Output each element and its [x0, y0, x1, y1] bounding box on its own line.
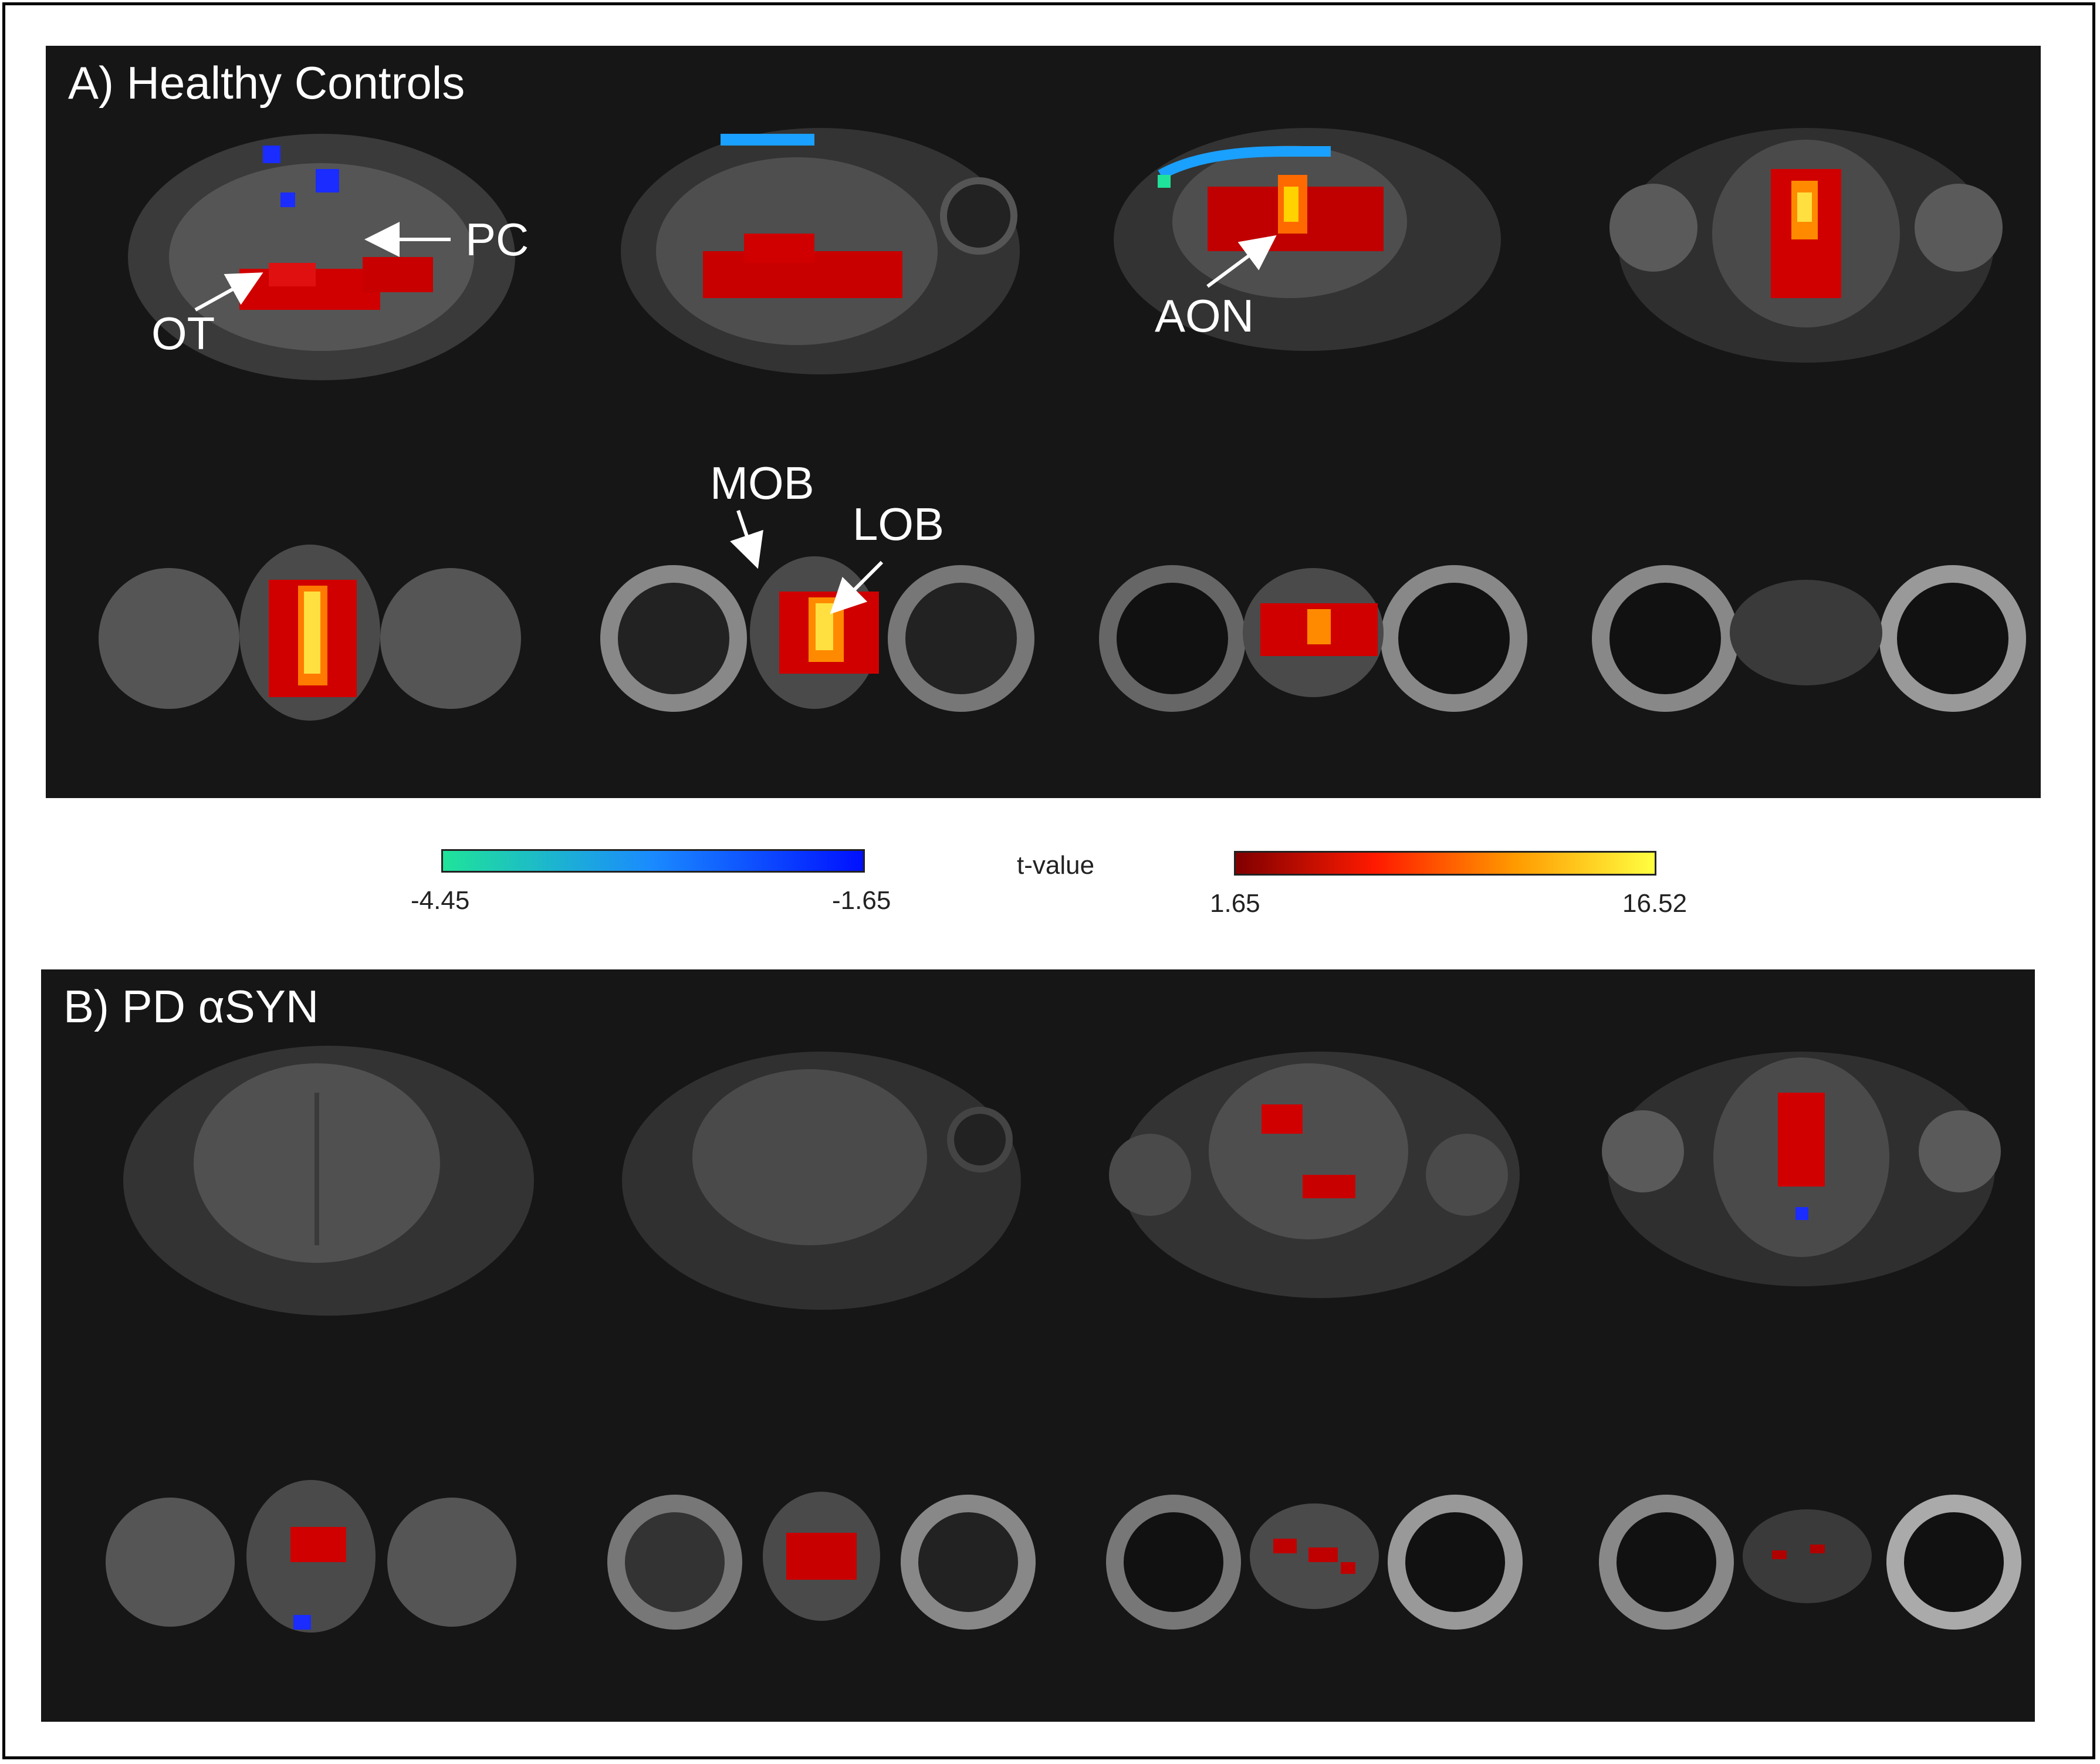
mri-slice: [1583, 110, 2029, 451]
colorbar-title: t-value: [1017, 851, 1095, 880]
panel-title: A) Healthy Controls: [68, 57, 465, 109]
label-ot: OT: [151, 307, 215, 359]
mri-slice: [70, 1046, 540, 1363]
mri-slice: [1577, 492, 2035, 785]
mri-slice: [1085, 1040, 1543, 1368]
panel-title: B) PD αSYN: [63, 981, 319, 1032]
mri-slice: [1578, 1034, 2024, 1374]
mri-slice: [70, 1427, 552, 1709]
panel-pd-asyn: B) PD αSYN: [41, 969, 2035, 1722]
mri-slice: [1084, 110, 1542, 451]
label-mob: MOB: [710, 457, 814, 509]
tick-neg-min: -4.45: [411, 886, 470, 915]
mri-slice: [69, 122, 539, 439]
mri-slice: [69, 492, 550, 785]
panel-healthy-controls: A) Healthy Controls: [46, 46, 2041, 798]
mri-slice: [1578, 1427, 2035, 1709]
tick-pos-max: 16.52: [1622, 889, 1688, 918]
tick-neg-max: -1.65: [832, 886, 891, 915]
mri-slice: [575, 1040, 1056, 1368]
mri-slice: [569, 1427, 1062, 1709]
mri-slice: [574, 116, 1055, 445]
colorbar-positive: [1234, 851, 1656, 876]
tick-pos-min: 1.65: [1210, 889, 1260, 918]
mri-slice: [1080, 1427, 1549, 1709]
label-pc: PC: [465, 214, 529, 265]
label-aon: AON: [1155, 290, 1254, 342]
label-lob: LOB: [853, 498, 945, 550]
mri-slice: [568, 492, 1061, 785]
colorbar-negative: [441, 849, 865, 873]
mri-slice: [1078, 492, 1548, 785]
